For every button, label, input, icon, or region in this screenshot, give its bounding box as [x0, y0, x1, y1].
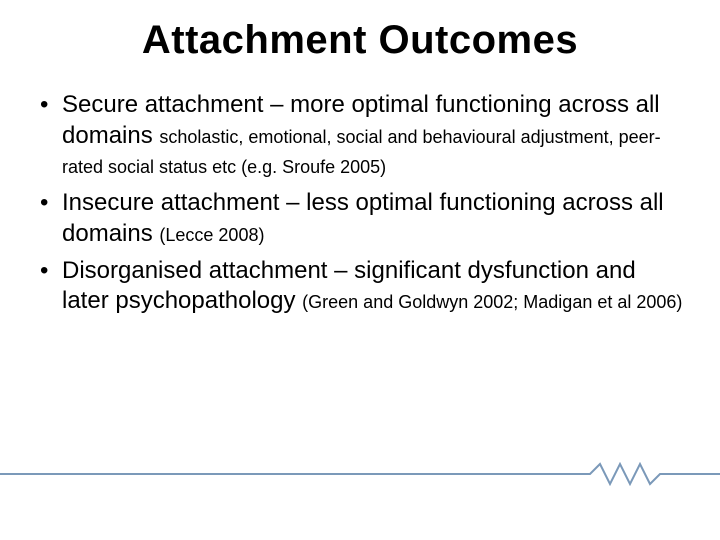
bullet-item: Disorganised attachment – significant dy… — [40, 256, 688, 317]
bullet-main-text: Insecure attachment – less optimal funct… — [62, 189, 664, 247]
bullet-item: Insecure attachment – less optimal funct… — [40, 188, 688, 249]
slide-title: Attachment Outcomes — [32, 18, 688, 62]
bullet-citation: (Green and Goldwyn 2002; Madigan et al 2… — [302, 292, 682, 312]
bullet-list: Secure attachment – more optimal functio… — [32, 90, 688, 317]
footer-divider — [0, 462, 720, 486]
bullet-item: Secure attachment – more optimal functio… — [40, 90, 688, 182]
bullet-citation: (Lecce 2008) — [159, 225, 264, 245]
slide: Attachment Outcomes Secure attachment – … — [0, 0, 720, 317]
